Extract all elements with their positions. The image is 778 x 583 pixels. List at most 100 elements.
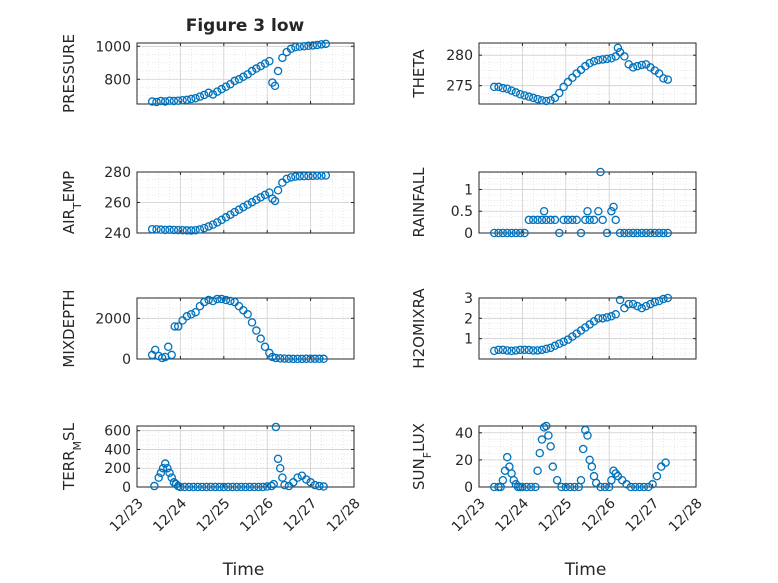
data-point <box>515 228 525 238</box>
data-point <box>245 482 255 492</box>
data-point <box>531 482 540 492</box>
subplot-1: 800 1000 PRESSURE <box>60 34 355 113</box>
data-point <box>498 345 508 355</box>
x-axis-label: Time <box>222 560 265 580</box>
data-point <box>659 294 668 304</box>
data-point <box>256 61 265 71</box>
data-point <box>299 42 309 51</box>
data-point <box>502 84 512 94</box>
axes-box <box>478 297 697 360</box>
data-point <box>598 55 607 64</box>
y-axis-label-part: PRESSURE <box>60 34 78 113</box>
data-point <box>254 482 263 492</box>
minor-grid <box>479 297 696 360</box>
y-tick-label: 400 <box>104 442 131 458</box>
data-point <box>537 345 547 355</box>
minor-grid <box>479 43 696 104</box>
data-point <box>321 39 331 49</box>
data-point <box>297 354 307 364</box>
data-point <box>659 228 668 238</box>
y-axis-label-part: EMP <box>60 171 78 202</box>
data-point <box>147 224 157 234</box>
data-point <box>576 228 586 238</box>
data-point <box>268 194 277 203</box>
data-point <box>489 228 499 238</box>
data-point <box>520 228 529 238</box>
data-point <box>511 88 521 97</box>
data-point <box>550 93 560 103</box>
data-point <box>243 310 252 319</box>
data-point <box>494 345 503 355</box>
y-tick-label: 280 <box>104 165 131 181</box>
data-point <box>273 66 283 76</box>
data-point <box>147 97 157 106</box>
data-series <box>489 167 673 238</box>
y-tick-label: 240 <box>104 226 131 242</box>
data-point <box>170 322 180 331</box>
data-point <box>596 167 605 177</box>
data-point <box>156 468 166 478</box>
data-point <box>317 171 326 180</box>
data-point <box>210 482 220 492</box>
data-series <box>489 293 673 356</box>
data-point <box>615 228 625 238</box>
data-point <box>650 297 660 307</box>
data-point <box>204 88 213 98</box>
data-point <box>537 215 547 225</box>
data-point <box>568 215 577 225</box>
data-point <box>652 471 662 481</box>
data-point <box>633 301 642 311</box>
data-point <box>663 75 673 84</box>
data-point <box>167 473 176 482</box>
data-point <box>306 354 315 364</box>
data-point <box>217 84 226 94</box>
data-point <box>489 82 499 92</box>
data-point <box>546 215 555 225</box>
data-point <box>252 195 261 205</box>
data-point <box>195 92 205 101</box>
data-point <box>163 463 172 473</box>
data-point <box>563 215 573 225</box>
data-point <box>315 481 324 491</box>
data-point <box>663 293 673 303</box>
data-point <box>637 60 647 70</box>
y-axis-label: RAINFALL <box>410 167 428 238</box>
data-point <box>594 55 603 65</box>
data-point <box>550 341 560 351</box>
data-point <box>524 92 534 101</box>
data-point <box>646 228 655 238</box>
data-point <box>278 473 287 482</box>
data-point <box>191 307 200 317</box>
data-series <box>147 294 328 364</box>
data-point <box>611 52 620 61</box>
data-point <box>630 482 640 492</box>
data-point <box>186 310 196 319</box>
data-point <box>228 482 237 492</box>
tick-marks <box>478 297 697 359</box>
data-point <box>182 95 192 105</box>
axes-box <box>136 42 355 105</box>
data-point <box>278 53 287 63</box>
data-point <box>232 482 242 492</box>
y-tick-label: 1000 <box>95 39 131 55</box>
data-point <box>243 200 252 209</box>
data-point <box>529 346 538 355</box>
data-point <box>498 228 508 238</box>
data-point <box>280 480 289 490</box>
data-point <box>176 482 185 492</box>
data-point <box>280 354 289 363</box>
data-point <box>156 96 166 106</box>
data-point <box>150 345 160 355</box>
data-point <box>572 215 581 225</box>
data-point <box>178 95 187 105</box>
data-point <box>498 475 508 485</box>
data-point <box>288 478 298 487</box>
data-point <box>191 226 200 235</box>
data-point <box>171 479 181 489</box>
data-point <box>578 444 588 454</box>
data-point <box>241 482 250 492</box>
data-point <box>206 482 216 492</box>
data-point <box>587 462 597 471</box>
data-point <box>602 54 612 64</box>
data-point <box>602 228 612 238</box>
